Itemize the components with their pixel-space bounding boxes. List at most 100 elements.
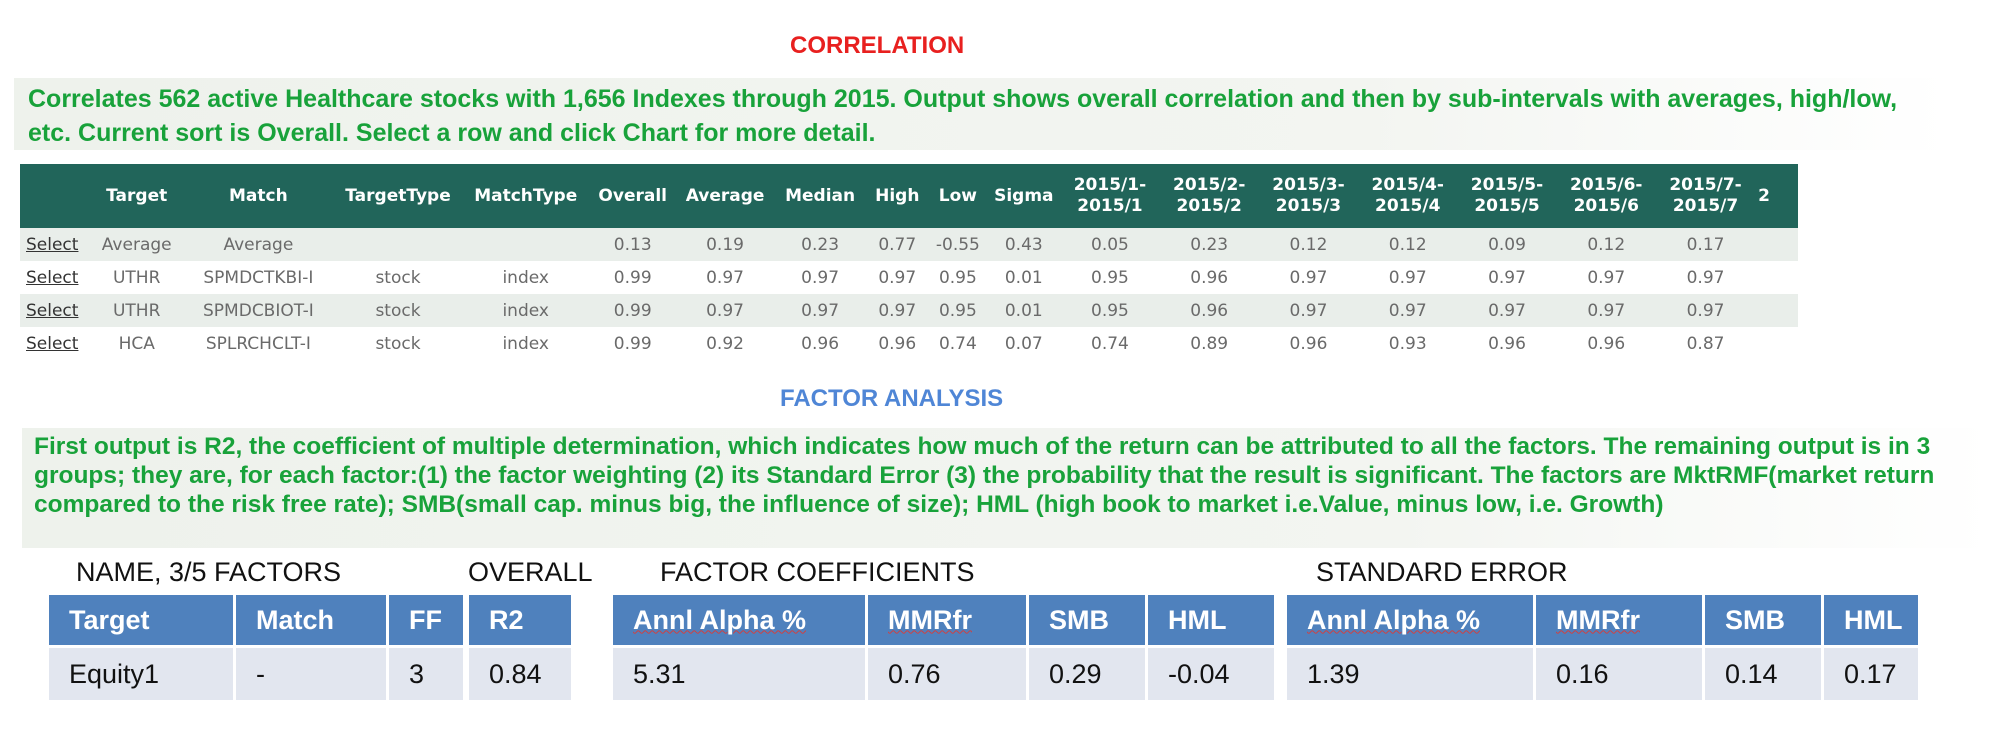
header-match[interactable]: Match	[182, 164, 335, 228]
cell-mmrfr: 0.76	[868, 648, 1026, 700]
overall-label: OVERALL	[468, 557, 593, 587]
cell-ff: 3	[389, 648, 463, 700]
cell-mmrfr: 0.16	[1536, 648, 1702, 700]
name-factors-table: Target Match FF Equity1 - 3	[46, 592, 466, 703]
header-2015-7[interactable]: 2015/7- 2015/7	[1655, 164, 1756, 228]
cell-interval: 0.96	[1159, 261, 1259, 294]
factor-coefficients-label: FACTOR COEFFICIENTS	[660, 557, 975, 587]
cell-target: HCA	[90, 327, 183, 358]
header-hml: HML	[1148, 595, 1274, 645]
cell-interval	[1755, 327, 1798, 358]
header-2015-6[interactable]: 2015/6- 2015/6	[1556, 164, 1656, 228]
cell-interval: 0.97	[1457, 261, 1557, 294]
cell-interval	[1755, 228, 1798, 261]
cell-matchtype: index	[461, 261, 590, 294]
cell-hml: 0.17	[1824, 648, 1918, 700]
cell-interval: 0.96	[1457, 327, 1557, 358]
cell-high: 0.77	[866, 228, 929, 261]
cell-interval: 0.97	[1358, 261, 1458, 294]
cell-target: Equity1	[49, 648, 233, 700]
correlation-header-row: Target Match TargetType MatchType Overal…	[20, 164, 1798, 228]
cell-median: 0.23	[774, 228, 867, 261]
header-2015-5[interactable]: 2015/5- 2015/5	[1457, 164, 1557, 228]
select-link[interactable]: Select	[20, 294, 91, 327]
table-row: 0.84	[469, 648, 571, 700]
header-high[interactable]: High	[866, 164, 929, 228]
cell-target: Average	[90, 228, 183, 261]
cell-average: 0.92	[675, 327, 775, 358]
cell-sigma: 0.43	[987, 228, 1061, 261]
cell-matchtype	[461, 228, 590, 261]
header-r2: R2	[469, 595, 571, 645]
cell-interval: 0.12	[1358, 228, 1458, 261]
correlation-table-container: Target Match TargetType MatchType Overal…	[20, 164, 1798, 358]
cell-targettype: stock	[334, 261, 462, 294]
select-link[interactable]: Select	[20, 261, 91, 294]
cell-interval: 0.96	[1159, 294, 1259, 327]
correlation-table: Target Match TargetType MatchType Overal…	[20, 164, 1798, 358]
cell-overall: 0.99	[589, 261, 676, 294]
header-2015-1[interactable]: 2015/1- 2015/1	[1060, 164, 1160, 228]
table-row[interactable]: Select UTHR SPMDCTKBI-I stock index 0.99…	[20, 261, 1798, 294]
cell-interval: 0.95	[1060, 261, 1160, 294]
header-overall[interactable]: Overall	[589, 164, 676, 228]
cell-sigma: 0.07	[987, 327, 1061, 358]
cell-median: 0.97	[774, 294, 867, 327]
header-target: Target	[49, 595, 233, 645]
cell-match: SPLRCHCLT-I	[182, 327, 335, 358]
header-sigma[interactable]: Sigma	[987, 164, 1061, 228]
cell-sigma: 0.01	[987, 294, 1061, 327]
header-select	[20, 164, 91, 228]
cell-smb: 0.29	[1029, 648, 1145, 700]
header-2015-4[interactable]: 2015/4- 2015/4	[1358, 164, 1458, 228]
header-targettype[interactable]: TargetType	[334, 164, 462, 228]
cell-match: -	[236, 648, 386, 700]
header-low[interactable]: Low	[928, 164, 988, 228]
table-row: Equity1 - 3	[49, 648, 463, 700]
name-factors-label: NAME, 3/5 FACTORS	[76, 557, 342, 587]
cell-interval: 0.97	[1258, 261, 1359, 294]
cell-interval: 0.97	[1358, 294, 1458, 327]
cell-matchtype: index	[461, 327, 590, 358]
header-2015-3[interactable]: 2015/3- 2015/3	[1258, 164, 1359, 228]
cell-low: 0.95	[928, 261, 988, 294]
header-annl-alpha: Annl Alpha %	[1287, 595, 1533, 645]
factor-analysis-description: First output is R2, the coefficient of m…	[22, 428, 1992, 548]
factor-coefficients-table: Annl Alpha % MMRfr SMB HML 5.31 0.76 0.2…	[610, 592, 1277, 703]
table-row[interactable]: Select HCA SPLRCHCLT-I stock index 0.99 …	[20, 327, 1798, 358]
cell-interval: 0.97	[1258, 294, 1359, 327]
cell-overall: 0.13	[589, 228, 676, 261]
cell-interval: 0.96	[1258, 327, 1359, 358]
cell-interval: 0.97	[1556, 261, 1656, 294]
cell-overall: 0.99	[589, 294, 676, 327]
cell-high: 0.96	[866, 327, 929, 358]
cell-match: Average	[182, 228, 335, 261]
select-link[interactable]: Select	[20, 228, 91, 261]
header-2015-2[interactable]: 2015/2- 2015/2	[1159, 164, 1259, 228]
table-row[interactable]: Select UTHR SPMDCBIOT-I stock index 0.99…	[20, 294, 1798, 327]
cell-interval: 0.23	[1159, 228, 1259, 261]
header-matchtype[interactable]: MatchType	[461, 164, 590, 228]
cell-matchtype: index	[461, 294, 590, 327]
cell-interval: 0.93	[1358, 327, 1458, 358]
header-target[interactable]: Target	[90, 164, 183, 228]
cell-sigma: 0.01	[987, 261, 1061, 294]
cell-interval: 0.97	[1457, 294, 1557, 327]
header-ff: FF	[389, 595, 463, 645]
cell-hml: -0.04	[1148, 648, 1274, 700]
cell-annl-alpha: 1.39	[1287, 648, 1533, 700]
header-average[interactable]: Average	[675, 164, 775, 228]
cell-average: 0.19	[675, 228, 775, 261]
header-median[interactable]: Median	[774, 164, 867, 228]
select-link[interactable]: Select	[20, 327, 91, 358]
cell-target: UTHR	[90, 261, 183, 294]
header-2015-8-partial[interactable]: 2	[1755, 164, 1798, 228]
cell-average: 0.97	[675, 294, 775, 327]
cell-targettype: stock	[334, 294, 462, 327]
header-smb: SMB	[1705, 595, 1821, 645]
cell-interval: 0.97	[1655, 294, 1756, 327]
cell-low: 0.74	[928, 327, 988, 358]
table-row[interactable]: Select Average Average 0.13 0.19 0.23 0.…	[20, 228, 1798, 261]
cell-interval: 0.97	[1655, 261, 1756, 294]
cell-match: SPMDCTKBI-I	[182, 261, 335, 294]
